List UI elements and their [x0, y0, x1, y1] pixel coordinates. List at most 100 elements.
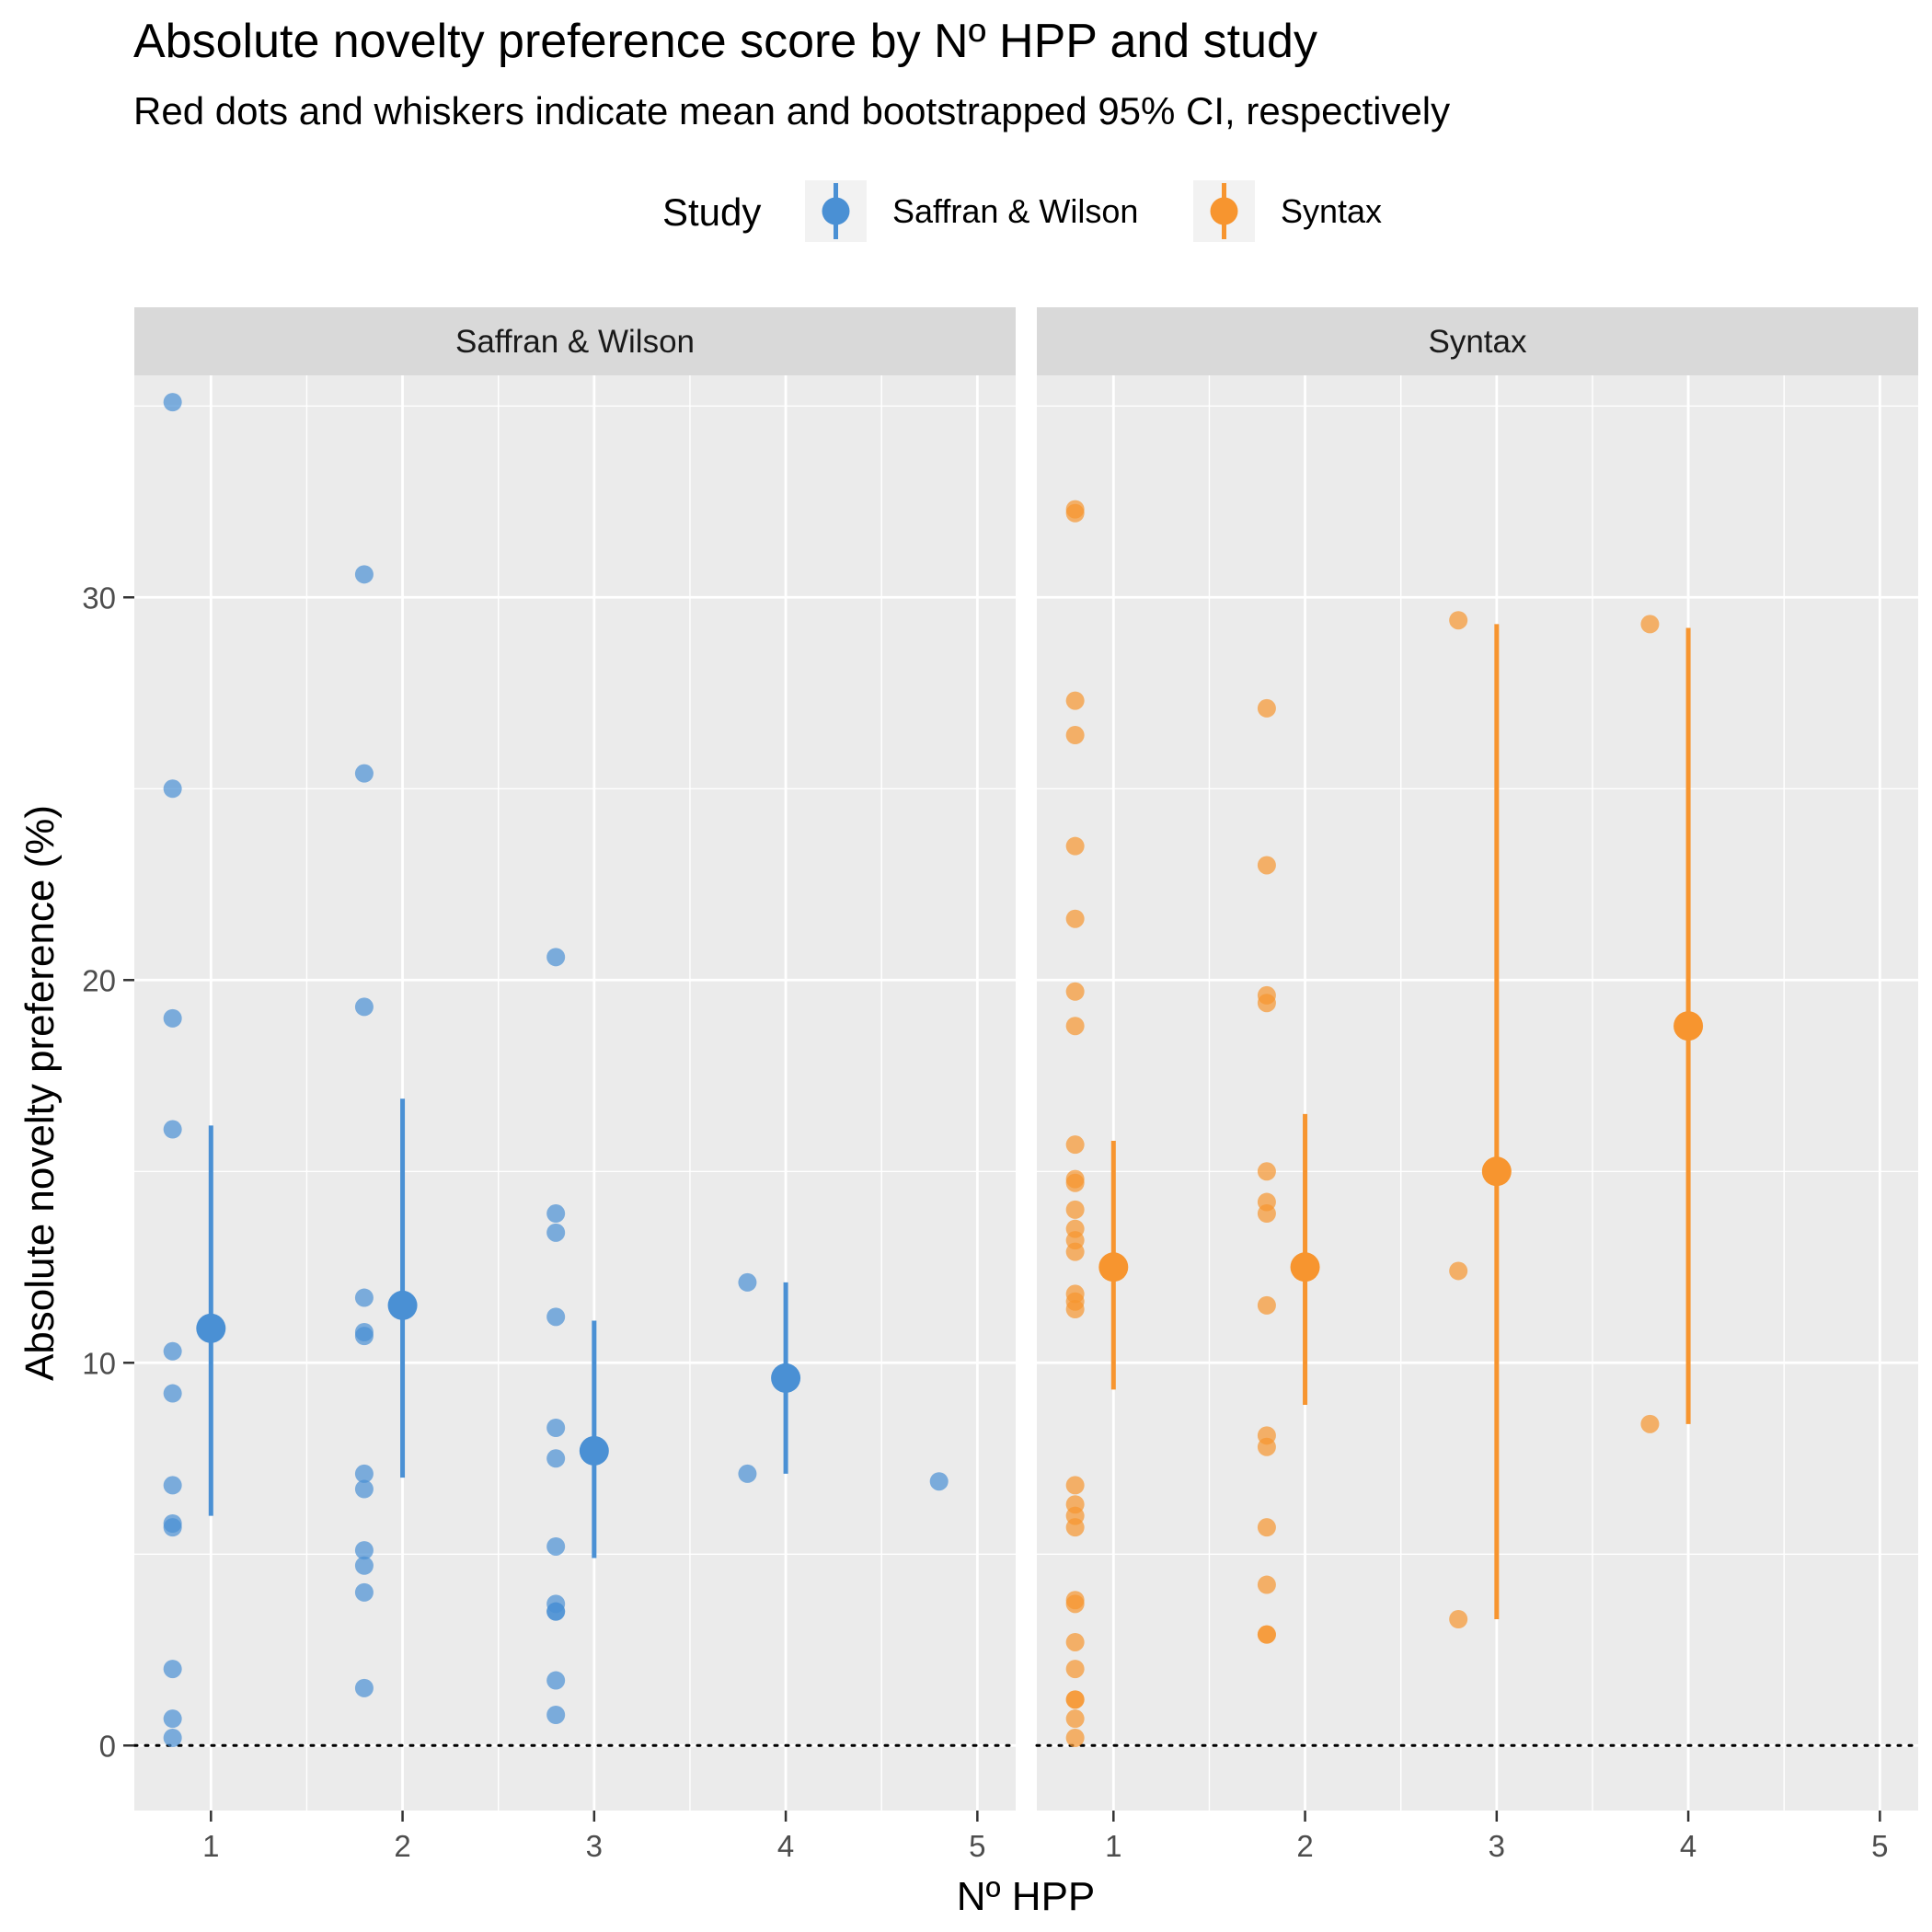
data-point: [1449, 1261, 1468, 1281]
strip-label: Syntax: [1429, 324, 1527, 360]
mean-point: [1290, 1252, 1320, 1282]
data-point: [546, 1536, 566, 1556]
data-point: [163, 1709, 182, 1729]
x-tick-label: 3: [586, 1829, 603, 1863]
chart-title: Absolute novelty preference score by Nº …: [133, 15, 1317, 68]
x-tick-label: 5: [1871, 1829, 1888, 1863]
data-point: [1065, 836, 1085, 856]
y-tick-label: 10: [82, 1346, 116, 1380]
data-point: [1065, 1173, 1085, 1192]
mean-point: [1481, 1156, 1512, 1187]
x-tick-label: 1: [1105, 1829, 1121, 1863]
legend-key-syntax: [1193, 180, 1255, 242]
data-point: [354, 997, 374, 1017]
data-point: [738, 1272, 757, 1292]
y-axis-label: Absolute novelty preference (%): [17, 805, 63, 1381]
data-point: [1065, 1660, 1085, 1679]
x-tick-label: 3: [1489, 1829, 1505, 1863]
data-point: [546, 1449, 566, 1468]
x-tick-label: 4: [777, 1829, 794, 1863]
data-point: [354, 1288, 374, 1307]
data-point: [163, 1518, 182, 1537]
y-axis: 0 10 20 30: [82, 581, 134, 1763]
y-tick-label: 0: [99, 1729, 116, 1763]
data-point: [1065, 503, 1085, 523]
data-point: [354, 764, 374, 783]
data-point: [546, 1419, 566, 1437]
data-point: [163, 1384, 182, 1403]
data-point: [1065, 1200, 1085, 1219]
data-point: [1065, 1017, 1085, 1036]
data-point: [546, 1671, 566, 1690]
x-axis-label: Nº HPP: [957, 1874, 1096, 1919]
x-tick-label: 2: [394, 1829, 410, 1863]
chart-subtitle: Red dots and whiskers indicate mean and …: [133, 89, 1450, 132]
data-point: [354, 1678, 374, 1697]
grid-lines: [134, 375, 1016, 1811]
legend-key-saffran-wilson: [805, 180, 867, 242]
data-point: [354, 565, 374, 584]
data-point: [546, 1307, 566, 1327]
plot-background: [134, 375, 1016, 1811]
data-point: [1065, 982, 1085, 1001]
legend-title: Study: [662, 190, 761, 234]
mean-point: [1098, 1252, 1129, 1282]
data-point: [163, 1008, 182, 1028]
data-point: [1065, 1728, 1085, 1747]
data-point: [354, 1582, 374, 1602]
data-point: [354, 1556, 374, 1575]
data-point: [1449, 1610, 1468, 1628]
data-point: [163, 393, 182, 412]
data-point: [1257, 1625, 1276, 1644]
strip-label: Saffran & Wilson: [455, 324, 695, 360]
data-point: [1257, 698, 1276, 718]
data-point: [546, 1706, 566, 1724]
x-axis: 1 2 3 4 5 1 2 3 4 5: [202, 1811, 1889, 1863]
data-point: [163, 1341, 182, 1361]
data-point: [1065, 1242, 1085, 1261]
mean-point: [579, 1435, 609, 1466]
data-point: [1065, 1632, 1085, 1651]
data-point: [1065, 691, 1085, 710]
legend-label-syntax: Syntax: [1281, 192, 1382, 230]
data-point: [1065, 1300, 1085, 1319]
panel-syntax: Syntax: [1035, 307, 1920, 1811]
data-point: [354, 1479, 374, 1499]
data-point: [546, 948, 566, 967]
data-point: [546, 1602, 566, 1621]
data-point: [1065, 1709, 1085, 1729]
strip-background: [134, 307, 1016, 375]
data-point: [1257, 856, 1276, 875]
x-tick-label: 4: [1680, 1829, 1696, 1863]
legend-key-point: [822, 197, 850, 225]
data-point: [163, 779, 182, 799]
data-point: [1257, 1162, 1276, 1181]
mean-point: [387, 1290, 418, 1320]
data-point: [163, 1120, 182, 1139]
data-point: [1065, 1690, 1085, 1709]
plot-background: [1037, 375, 1918, 1811]
data-point: [354, 1464, 374, 1483]
mean-point: [771, 1363, 801, 1393]
data-point: [1065, 1518, 1085, 1537]
data-point: [1257, 1518, 1276, 1537]
data-point: [1640, 1414, 1660, 1433]
data-point: [738, 1464, 757, 1483]
marks: [1035, 500, 1920, 1747]
data-point: [163, 1728, 182, 1747]
data-point: [546, 1204, 566, 1224]
x-tick-label: 1: [202, 1829, 219, 1863]
data-point: [1257, 1295, 1276, 1315]
y-tick-label: 30: [82, 581, 116, 615]
data-point: [1065, 726, 1085, 745]
legend-key-point: [1210, 197, 1238, 225]
legend: Study Saffran & Wilson Syntax: [662, 180, 1382, 242]
legend-label-saffran-wilson: Saffran & Wilson: [892, 192, 1138, 230]
data-point: [1449, 611, 1468, 630]
data-point: [1257, 994, 1276, 1013]
data-point: [1065, 909, 1085, 928]
marks: [132, 393, 1018, 1747]
data-point: [163, 1660, 182, 1679]
data-point: [546, 1223, 566, 1242]
data-point: [1257, 1437, 1276, 1456]
